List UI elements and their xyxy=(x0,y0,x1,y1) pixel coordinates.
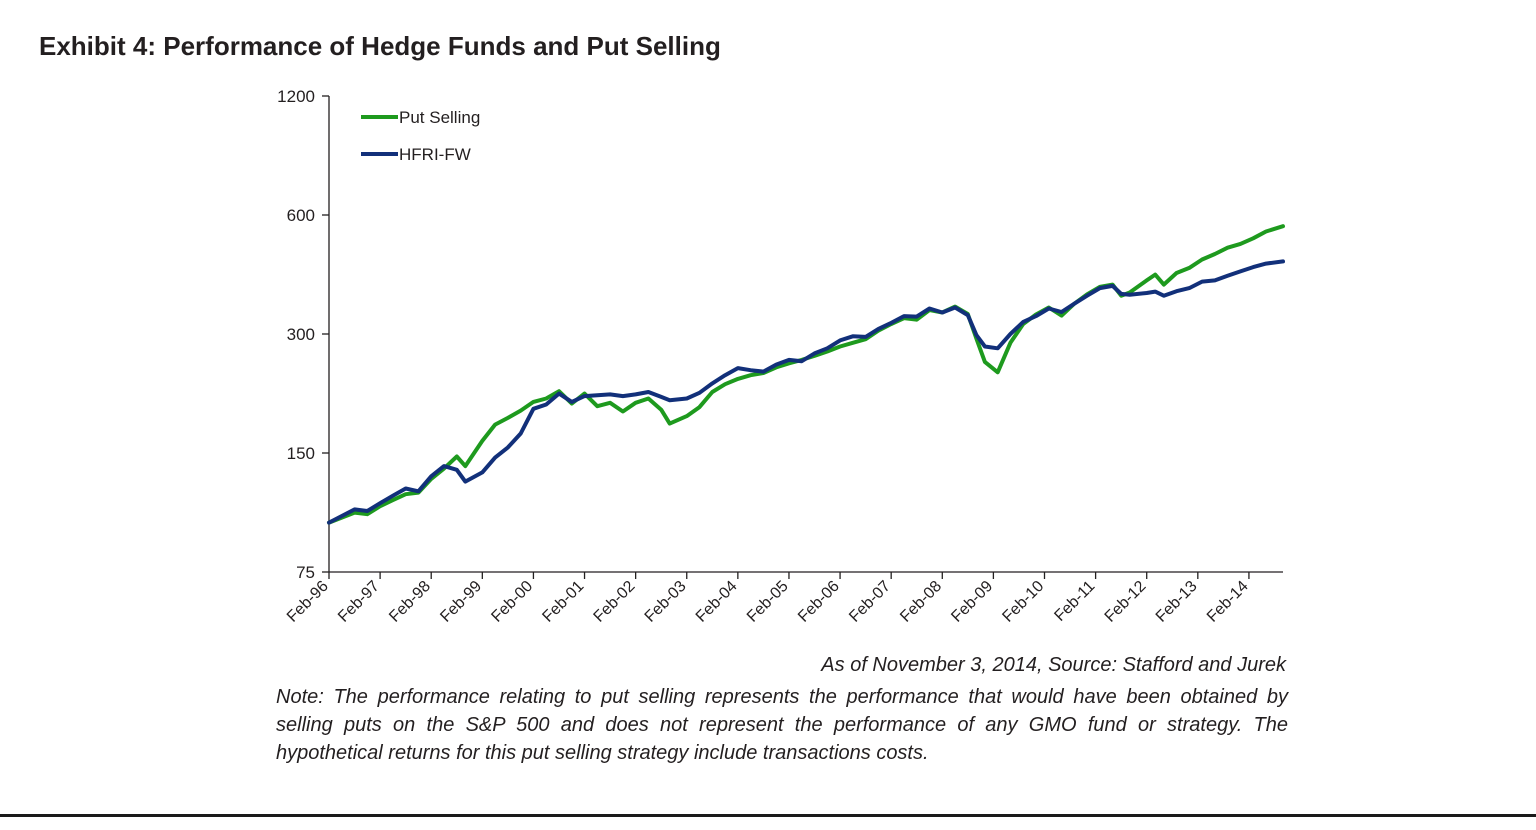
x-tick-label: Feb-09 xyxy=(948,578,996,626)
x-tick-label: Feb-08 xyxy=(897,578,945,626)
x-tick-label: Feb-00 xyxy=(488,578,536,626)
x-tick-label: Feb-12 xyxy=(1102,578,1150,626)
chart-legend: Put Selling HFRI-FW xyxy=(361,108,480,164)
y-tick-label: 300 xyxy=(287,325,315,344)
x-tick-label: Feb-99 xyxy=(437,578,485,626)
x-tick-label: Feb-98 xyxy=(386,578,434,626)
x-tick-label: Feb-13 xyxy=(1153,578,1201,626)
x-tick-label: Feb-07 xyxy=(846,578,894,626)
x-tick-label: Feb-96 xyxy=(284,578,332,626)
x-tick-label: Feb-11 xyxy=(1051,578,1098,625)
x-tick-label: Feb-03 xyxy=(642,578,690,626)
x-tick-label: Feb-01 xyxy=(539,578,587,626)
x-tick-label: Feb-97 xyxy=(335,578,383,626)
chart-title: Exhibit 4: Performance of Hedge Funds an… xyxy=(39,31,721,61)
x-tick-label: Feb-06 xyxy=(795,578,843,626)
series-layer xyxy=(327,224,1285,525)
bottom-divider xyxy=(0,814,1536,817)
legend-label: HFRI-FW xyxy=(399,145,471,164)
legend-label: Put Selling xyxy=(399,108,480,127)
x-tick-label: Feb-04 xyxy=(693,578,741,626)
y-tick-label: 75 xyxy=(296,563,315,582)
x-tick-label: Feb-10 xyxy=(999,578,1047,626)
y-tick-label: 1200 xyxy=(277,87,315,106)
y-tick-label: 600 xyxy=(287,206,315,225)
series-line-hfri-fw xyxy=(327,259,1285,525)
y-tick-label: 150 xyxy=(287,444,315,463)
source-note: As of November 3, 2014, Source: Stafford… xyxy=(821,654,1286,676)
x-tick-label: Feb-05 xyxy=(744,578,792,626)
x-tick-label: Feb-14 xyxy=(1204,578,1252,626)
x-tick-label: Feb-02 xyxy=(591,578,639,626)
disclaimer-note: Note: The performance relating to put se… xyxy=(276,686,1288,764)
